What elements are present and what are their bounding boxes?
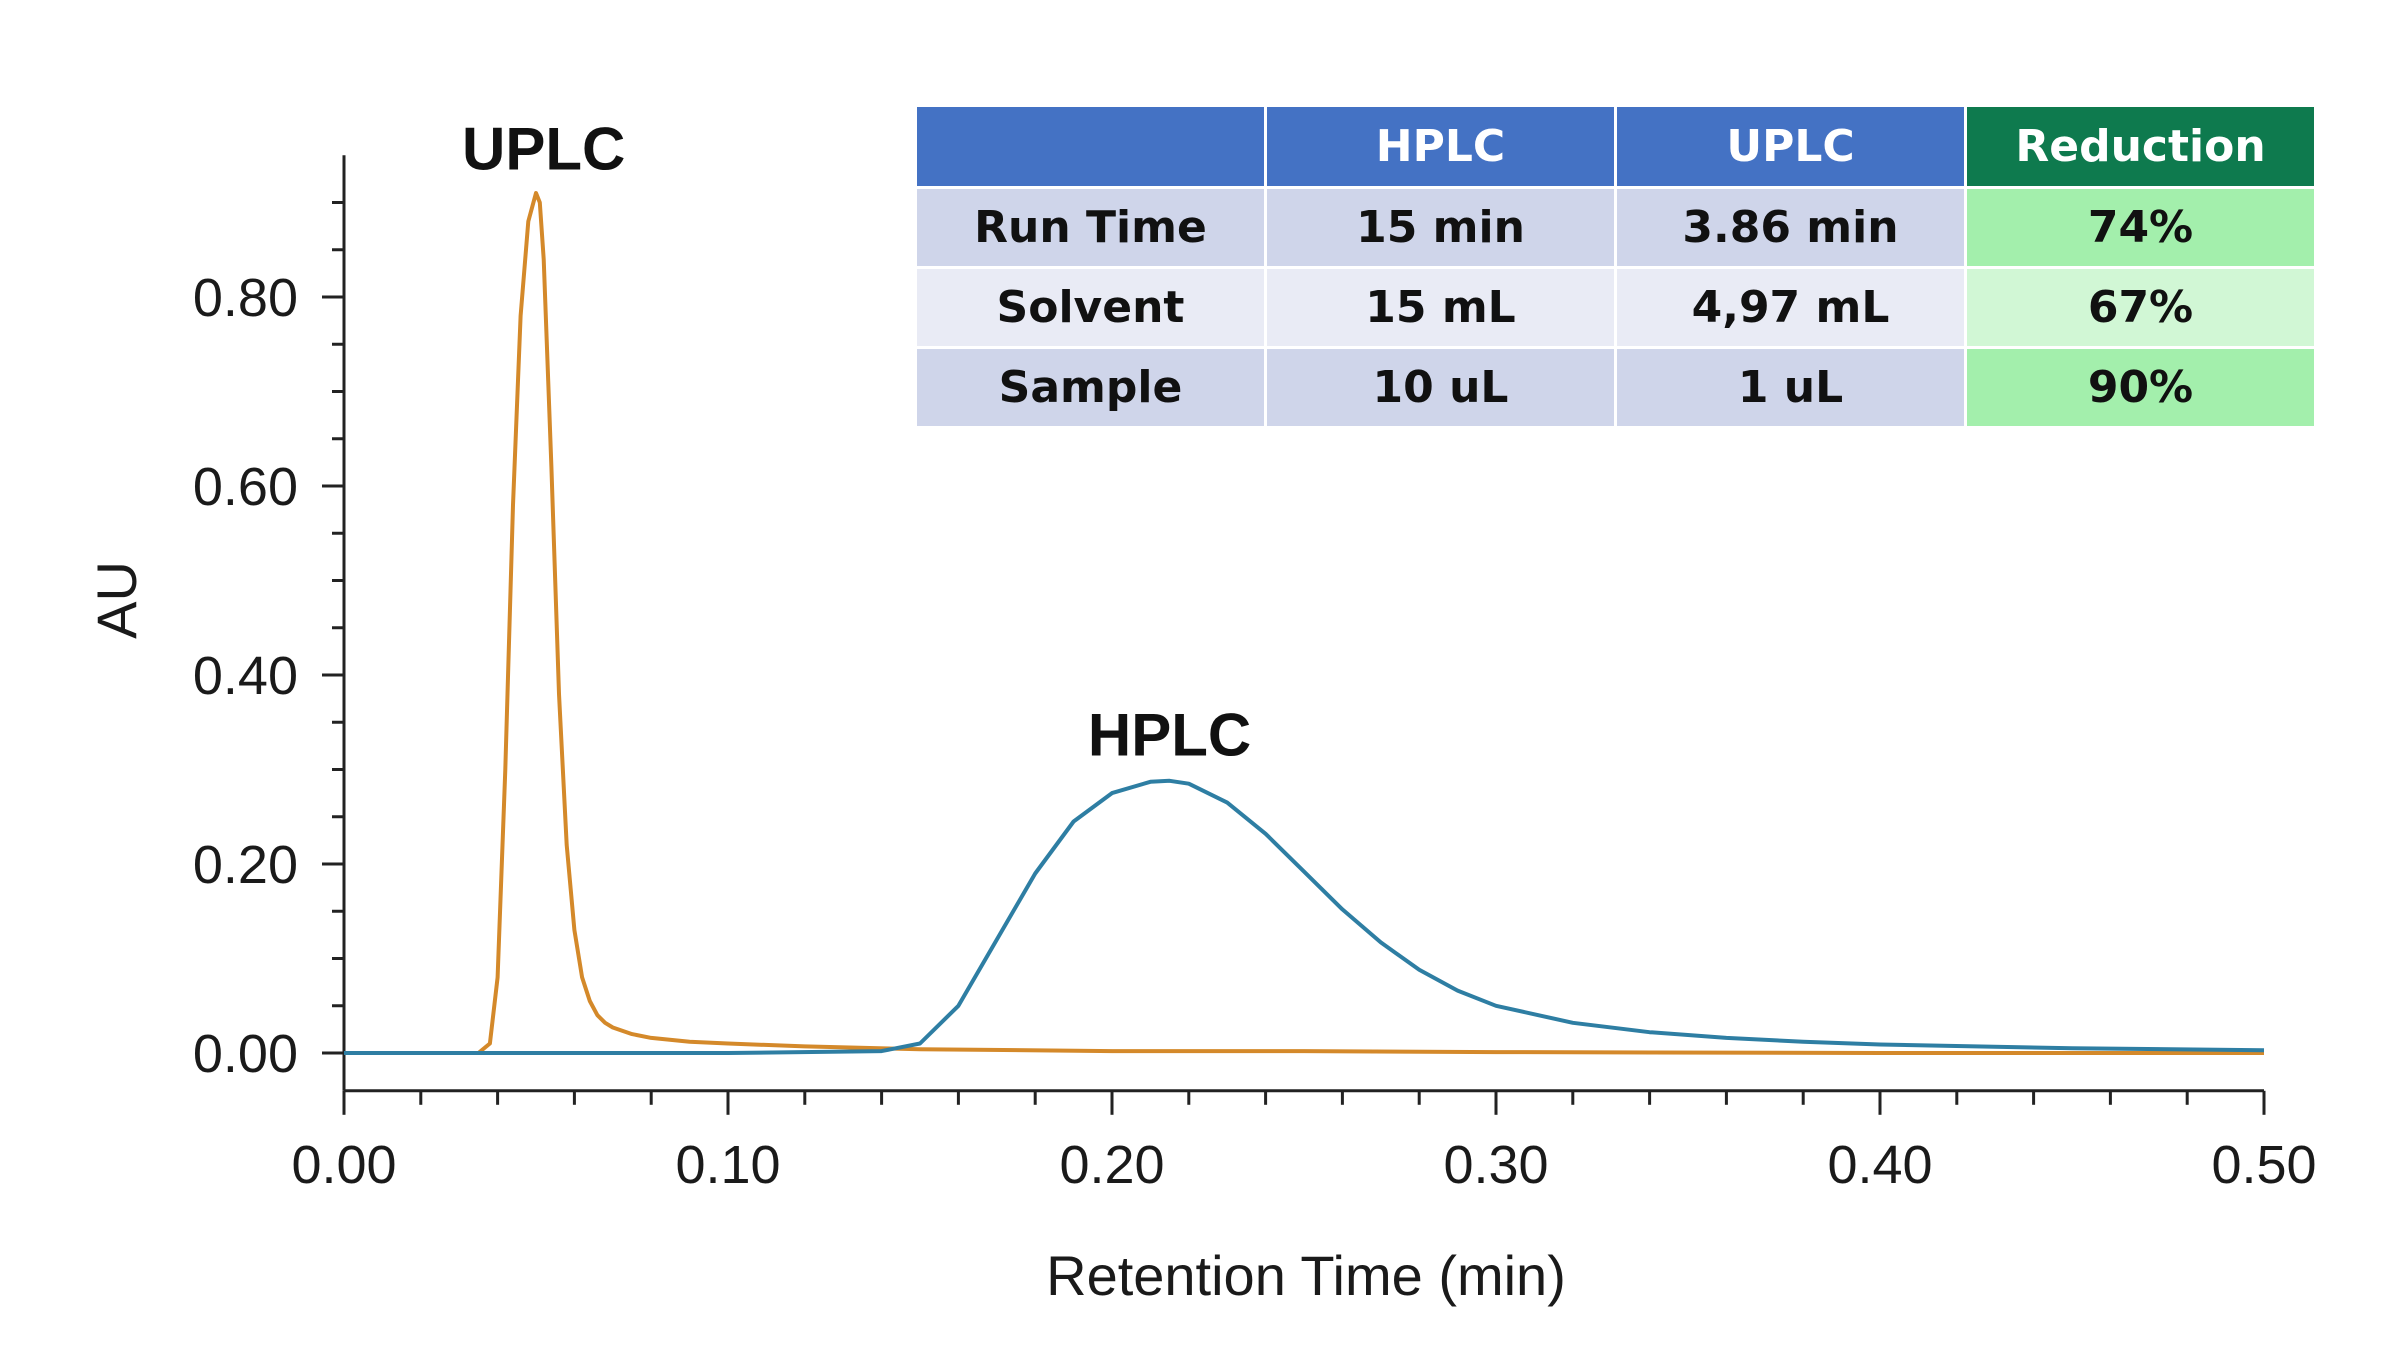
cell-solvent-hplc: 15 mL <box>1264 266 1617 349</box>
comparison-table: HPLC UPLC Reduction Run Time 15 min 3.86… <box>914 104 2317 429</box>
x-axis: 0.00 0.10 0.20 0.30 0.40 0.50 <box>291 1089 2317 1195</box>
table-header-uplc: UPLC <box>1614 104 1967 189</box>
x-tick-label: 0.20 <box>1059 1135 1164 1195</box>
cell-sample-uplc: 1 uL <box>1614 346 1967 429</box>
cell-solvent-uplc: 4,97 mL <box>1614 266 1967 349</box>
row-label-sample: Sample <box>914 346 1267 429</box>
x-tick-label: 0.00 <box>291 1135 396 1195</box>
y-tick-label: 0.20 <box>193 835 298 895</box>
y-tick-label: 0.00 <box>193 1024 298 1084</box>
x-tick-label: 0.40 <box>1827 1135 1932 1195</box>
table-header-row: HPLC UPLC Reduction <box>914 104 2317 189</box>
table-row: Sample 10 uL 1 uL 90% <box>914 346 2317 429</box>
cell-run-time-hplc: 15 min <box>1264 186 1617 269</box>
x-tick-label: 0.30 <box>1443 1135 1548 1195</box>
y-tick-label: 0.40 <box>193 646 298 706</box>
table-header-hplc: HPLC <box>1264 104 1617 189</box>
table-header-reduction: Reduction <box>1964 104 2317 189</box>
peak-label-uplc: UPLC <box>462 115 625 182</box>
cell-run-time-uplc: 3.86 min <box>1614 186 1967 269</box>
x-tick-label: 0.50 <box>2211 1135 2316 1195</box>
peak-label-hplc: HPLC <box>1088 701 1251 768</box>
table-row: Run Time 15 min 3.86 min 74% <box>914 186 2317 269</box>
series-layer <box>344 191 2265 1055</box>
series-line-hplc <box>344 778 2265 1055</box>
x-axis-title: Retention Time (min) <box>1046 1244 1566 1307</box>
y-tick-label: 0.60 <box>193 457 298 517</box>
y-tick-label: 0.80 <box>193 268 298 328</box>
table-header-corner <box>914 104 1267 189</box>
table-row: Solvent 15 mL 4,97 mL 67% <box>914 266 2317 349</box>
annotation-layer: UPLC HPLC <box>462 115 1251 768</box>
row-label-solvent: Solvent <box>914 266 1267 349</box>
row-label-run-time: Run Time <box>914 186 1267 269</box>
cell-solvent-reduction: 67% <box>1964 266 2317 349</box>
cell-run-time-reduction: 74% <box>1964 186 2317 269</box>
x-tick-label: 0.10 <box>675 1135 780 1195</box>
cell-sample-reduction: 90% <box>1964 346 2317 429</box>
y-axis-title: AU <box>85 561 148 639</box>
cell-sample-hplc: 10 uL <box>1264 346 1617 429</box>
y-axis: 0.00 0.20 0.40 0.60 0.80 <box>193 155 346 1091</box>
